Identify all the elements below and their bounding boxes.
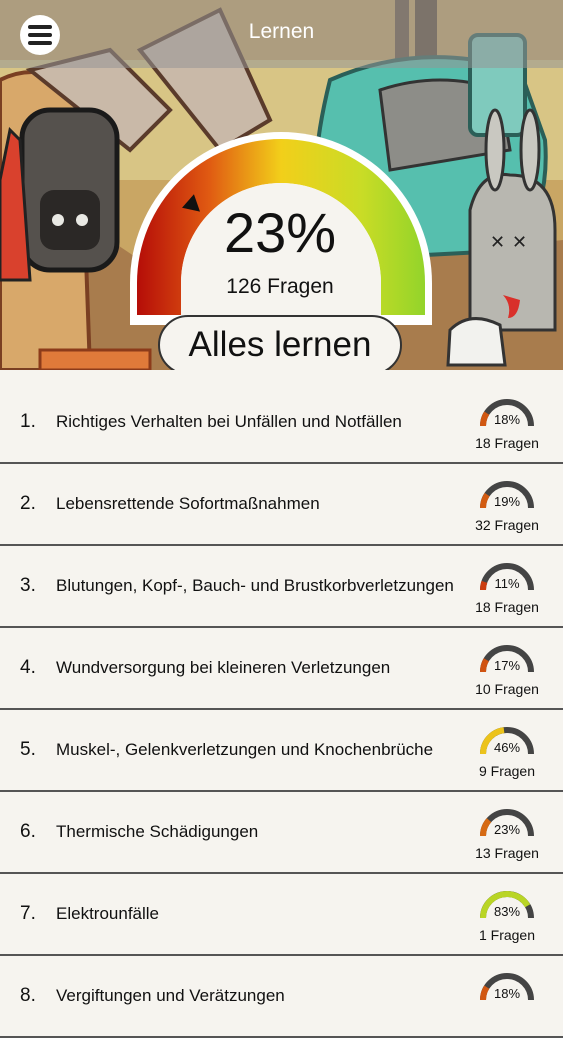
topic-title: Elektrounfälle — [56, 904, 160, 923]
gauge-track — [480, 563, 534, 591]
topic-row[interactable]: 7. Elektrounfälle 83% 1 Fragen — [0, 874, 563, 956]
overall-question-count: 126 Fragen — [226, 275, 334, 298]
topic-number: 8. — [20, 985, 36, 1006]
gauge-fill — [479, 658, 490, 673]
topic-title: Wundversorgung bei kleineren Verletzunge… — [56, 658, 391, 677]
menu-icon-bottom-bar — [28, 41, 52, 45]
hero-illustration: ✕ ✕ Lernen — [0, 0, 563, 370]
topic-title: Thermische Schädigungen — [56, 822, 259, 841]
topic-percent: 19% — [493, 494, 521, 509]
topic-title: Richtiges Verhalten bei Unfällen und Not… — [56, 412, 402, 431]
topic-progress-gauge: 11% 18 Fragen — [468, 556, 546, 622]
topic-progress-gauge: 19% 32 Fragen — [468, 474, 546, 540]
topic-question-count: 9 Fragen — [478, 763, 536, 779]
gauge-fill — [480, 492, 490, 509]
topic-title: Lebensrettende Sofortmaßnahmen — [56, 494, 320, 513]
topic-title: Blutungen, Kopf-, Bauch- und Brustkorbve… — [56, 576, 454, 595]
topic-row[interactable]: 8. Vergiftungen und Verätzungen 18% — [0, 956, 563, 1038]
topic-progress-gauge: 18% 18 Fragen — [468, 392, 546, 458]
topic-progress-gauge: 23% 13 Fragen — [468, 802, 546, 868]
topic-number: 7. — [20, 903, 36, 924]
topic-percent: 11% — [494, 576, 520, 591]
topic-percent: 83% — [493, 904, 521, 919]
svg-text:✕: ✕ — [490, 232, 505, 253]
topic-row[interactable]: 3. Blutungen, Kopf-, Bauch- und Brustkor… — [0, 546, 563, 628]
menu-icon — [28, 25, 52, 29]
topic-number: 5. — [20, 739, 36, 760]
learn-all-button[interactable]: Alles lernen — [158, 315, 402, 370]
topic-percent: 46% — [493, 740, 521, 755]
gauge-fill — [480, 580, 488, 591]
overall-percent: 23% — [223, 201, 337, 264]
topic-percent: 18% — [493, 986, 521, 1001]
page-title: Lernen — [248, 20, 315, 43]
topic-row[interactable]: 2. Lebensrettende Sofortmaßnahmen 19% 32… — [0, 464, 563, 546]
topic-row[interactable]: 5. Muskel-, Gelenkverletzungen und Knoch… — [0, 710, 563, 792]
topic-question-count: 13 Fragen — [475, 845, 539, 861]
topic-title: Vergiftungen und Verätzungen — [56, 986, 285, 1005]
topic-progress-gauge: 18% — [468, 966, 546, 1032]
topic-title: Muskel-, Gelenkverletzungen und Knochenb… — [56, 740, 434, 759]
topic-progress-gauge: 17% 10 Fragen — [468, 638, 546, 704]
topic-question-count: 10 Fragen — [475, 681, 539, 697]
svg-text:✕: ✕ — [512, 232, 527, 253]
gauge-fill — [480, 411, 490, 427]
topic-progress-gauge: 83% 1 Fragen — [468, 884, 546, 950]
topic-progress-gauge: 46% 9 Fragen — [468, 720, 546, 786]
menu-button[interactable] — [20, 15, 60, 55]
topic-row[interactable]: 4. Wundversorgung bei kleineren Verletzu… — [0, 628, 563, 710]
topic-number: 2. — [20, 493, 36, 514]
topic-question-count: 1 Fragen — [478, 927, 536, 943]
topic-percent: 18% — [493, 412, 521, 427]
topic-row[interactable]: 6. Thermische Schädigungen 23% 13 Fragen — [0, 792, 563, 874]
topic-number: 3. — [20, 575, 36, 596]
topic-question-count: 18 Fragen — [475, 435, 539, 451]
topic-percent: 17% — [493, 658, 521, 673]
topic-question-count: 18 Fragen — [475, 599, 539, 615]
gauge-fill — [480, 727, 505, 755]
gauge-needle — [182, 194, 200, 212]
topic-number: 4. — [20, 657, 36, 678]
topic-number: 6. — [20, 821, 36, 842]
top-bar: Lernen — [0, 0, 563, 68]
menu-icon-middle-bar — [28, 33, 52, 37]
overall-progress-gauge — [130, 132, 432, 325]
topic-list: 1. Richtiges Verhalten bei Unfällen und … — [0, 382, 563, 1038]
topic-percent: 23% — [493, 822, 521, 837]
topic-number: 1. — [20, 411, 36, 432]
gauge-fill — [480, 818, 492, 837]
gauge-fill — [480, 891, 531, 919]
topic-question-count: 32 Fragen — [475, 517, 539, 533]
topic-row[interactable]: 1. Richtiges Verhalten bei Unfällen und … — [0, 382, 563, 464]
